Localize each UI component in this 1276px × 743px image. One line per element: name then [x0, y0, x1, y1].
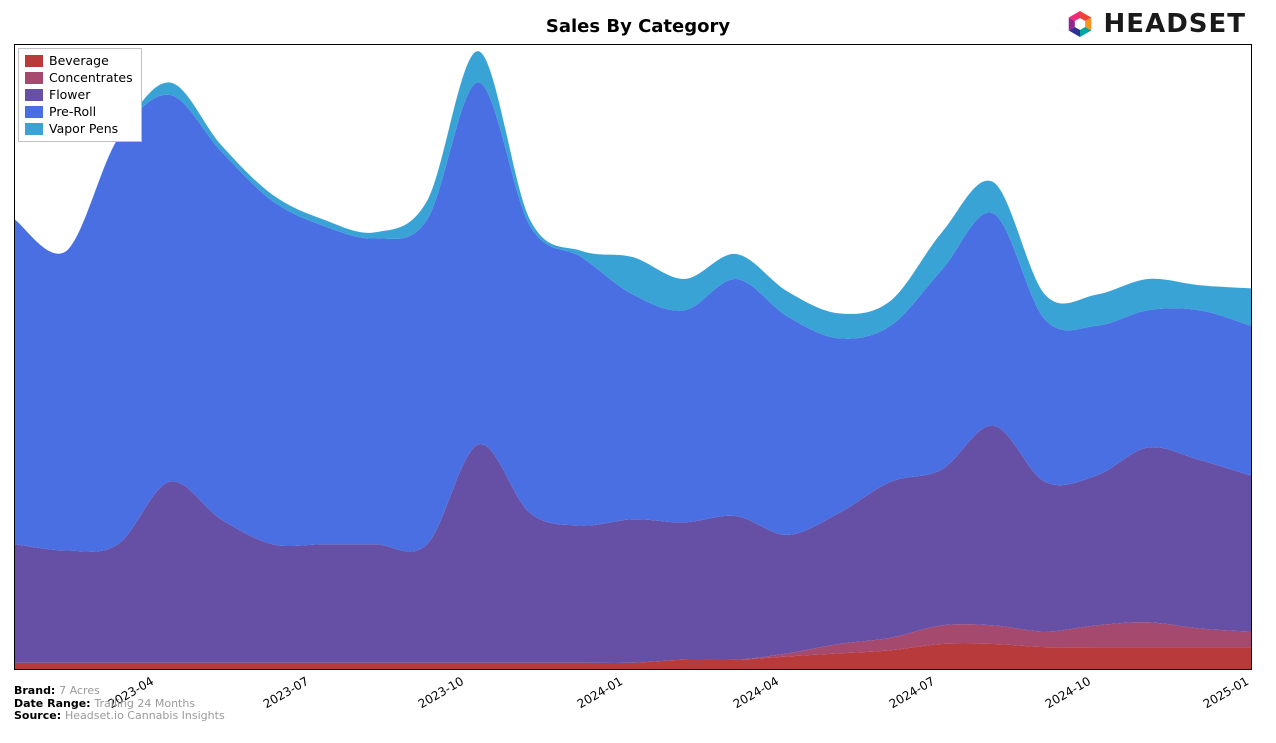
legend-label: Concentrates — [49, 70, 133, 87]
headset-logo-text: HEADSET — [1104, 9, 1246, 39]
footer-value: Headset.io Cannabis Insights — [65, 709, 225, 722]
x-tick-label: 2023-07 — [261, 674, 311, 711]
x-tick-label: 2024-01 — [575, 674, 625, 711]
legend-item: Pre-Roll — [25, 104, 133, 121]
x-tick-label: 2024-10 — [1043, 674, 1093, 711]
legend-label: Vapor Pens — [49, 121, 118, 138]
legend-label: Beverage — [49, 53, 109, 70]
footer-value: 7 Acres — [59, 684, 100, 697]
chart-footer: Brand: 7 AcresDate Range: Trailing 24 Mo… — [14, 685, 225, 723]
headset-logo: HEADSET — [1062, 6, 1246, 42]
footer-label: Brand: — [14, 684, 59, 697]
legend-swatch — [25, 55, 43, 67]
legend-item: Flower — [25, 87, 133, 104]
legend: BeverageConcentratesFlowerPre-RollVapor … — [18, 48, 142, 142]
legend-item: Beverage — [25, 53, 133, 70]
footer-label: Date Range: — [14, 697, 94, 710]
headset-logo-icon — [1062, 6, 1098, 42]
legend-swatch — [25, 89, 43, 101]
x-tick-label: 2025-01 — [1201, 674, 1251, 711]
x-tick-label: 2024-07 — [887, 674, 937, 711]
footer-label: Source: — [14, 709, 65, 722]
legend-label: Flower — [49, 87, 90, 104]
legend-swatch — [25, 72, 43, 84]
legend-swatch — [25, 106, 43, 118]
footer-row: Source: Headset.io Cannabis Insights — [14, 710, 225, 723]
legend-item: Vapor Pens — [25, 121, 133, 138]
plot-area — [14, 44, 1252, 670]
x-tick-label: 2023-10 — [416, 674, 466, 711]
footer-value: Trailing 24 Months — [94, 697, 195, 710]
stacked-area-chart — [15, 45, 1251, 669]
legend-swatch — [25, 123, 43, 135]
x-tick-label: 2024-04 — [731, 674, 781, 711]
legend-item: Concentrates — [25, 70, 133, 87]
chart-title-text: Sales By Category — [546, 16, 730, 37]
legend-label: Pre-Roll — [49, 104, 96, 121]
